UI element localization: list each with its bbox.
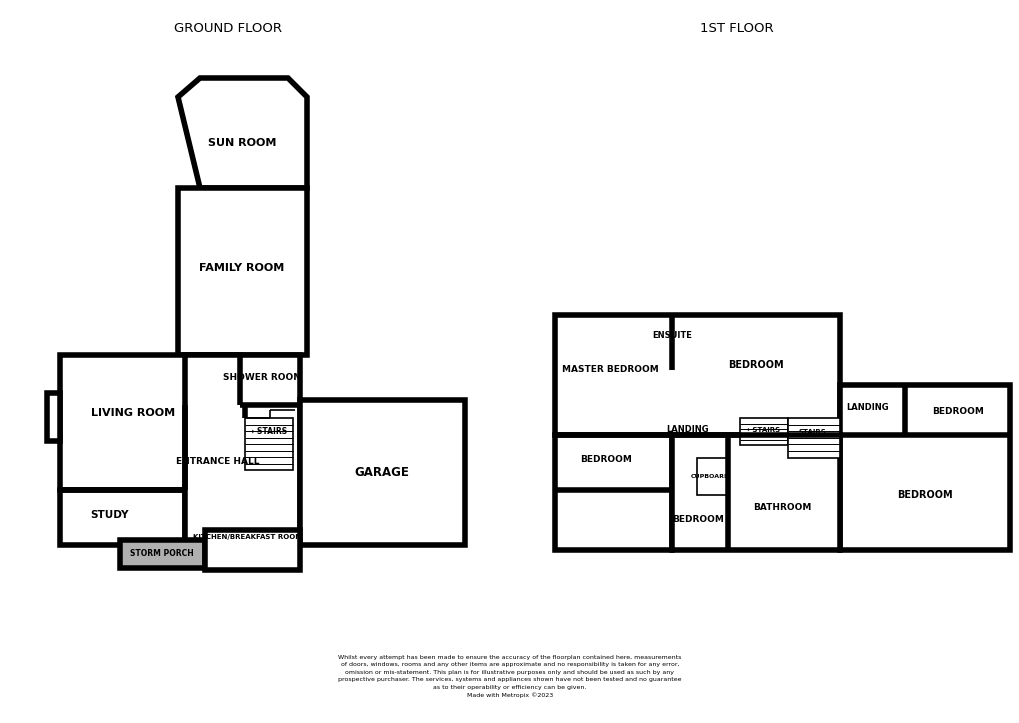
Text: GARAGE: GARAGE (355, 466, 409, 479)
Text: BEDROOM: BEDROOM (728, 360, 783, 370)
Text: BATHROOM: BATHROOM (752, 503, 810, 513)
Text: MASTER BEDROOM: MASTER BEDROOM (561, 366, 657, 375)
Text: BEDROOM: BEDROOM (897, 490, 952, 500)
Bar (300, 400, 465, 545)
Bar (739, 418, 788, 445)
Bar (245, 418, 292, 470)
Polygon shape (178, 78, 307, 188)
Text: 1ST FLOOR: 1ST FLOOR (699, 22, 773, 35)
Bar (554, 435, 672, 550)
Text: ENTRANCE HALL: ENTRANCE HALL (176, 458, 260, 466)
Text: KITCHEN/BREAKFAST ROOM: KITCHEN/BREAKFAST ROOM (194, 534, 303, 540)
Text: BEDROOM: BEDROOM (931, 408, 983, 416)
Text: ENSUITE: ENSUITE (651, 330, 691, 340)
Bar (205, 530, 300, 570)
Text: STORM PORCH: STORM PORCH (130, 549, 194, 557)
Bar (120, 540, 205, 568)
Bar (696, 458, 728, 495)
Text: FAMILY ROOM: FAMILY ROOM (199, 263, 284, 273)
Text: STUDY: STUDY (91, 510, 129, 520)
Bar (554, 315, 840, 435)
Text: LANDING: LANDING (846, 403, 889, 413)
Text: Whilst every attempt has been made to ensure the accuracy of the floorplan conta: Whilst every attempt has been made to en… (338, 655, 681, 698)
Text: → STAIRS: → STAIRS (743, 427, 780, 433)
Bar (47, 393, 60, 441)
Bar (178, 188, 307, 355)
Text: BEDROOM: BEDROOM (672, 515, 723, 524)
Bar (184, 355, 300, 545)
Text: LANDING: LANDING (666, 426, 708, 435)
Text: SHOWER ROOM: SHOWER ROOM (223, 374, 303, 382)
Bar (788, 418, 840, 458)
Bar (840, 385, 1009, 550)
Text: CUPBOARD: CUPBOARD (690, 474, 729, 479)
Bar (672, 435, 840, 550)
Text: BEDROOM: BEDROOM (580, 455, 632, 464)
Text: SUN ROOM: SUN ROOM (208, 138, 276, 148)
Bar (60, 355, 239, 490)
Text: STAIRS: STAIRS (797, 429, 825, 435)
Text: LIVING ROOM: LIVING ROOM (91, 408, 175, 418)
Text: GROUND FLOOR: GROUND FLOOR (174, 22, 281, 35)
Text: → STAIRS: → STAIRS (249, 427, 287, 437)
Bar (60, 490, 184, 545)
